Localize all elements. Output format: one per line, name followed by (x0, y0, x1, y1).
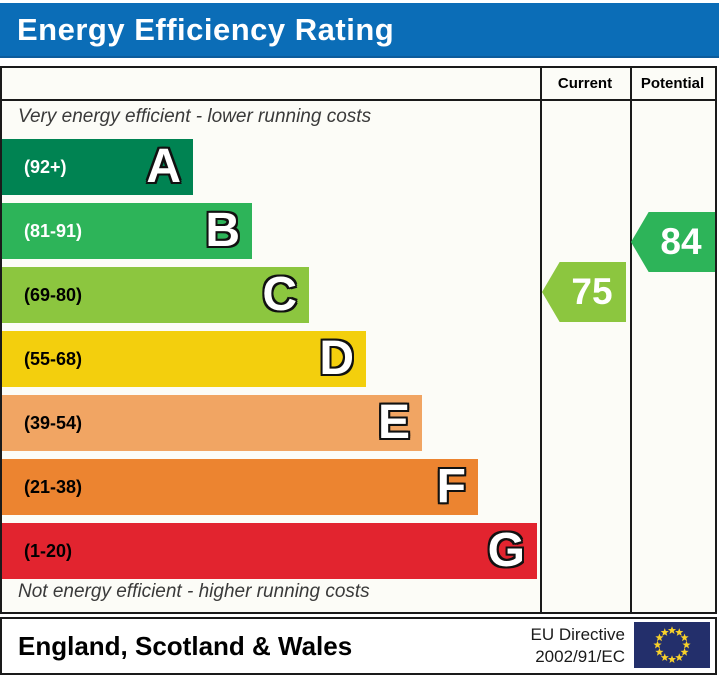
column-divider-current (540, 68, 542, 612)
top-note: Very energy efficient - lower running co… (18, 106, 372, 127)
current-rating-arrow: 75 (542, 262, 626, 322)
footer: England, Scotland & Wales EU Directive 2… (0, 617, 717, 675)
band-letter-g: G (487, 524, 525, 577)
column-header-current: Current (557, 75, 613, 92)
band-bar-a: (92+) A (2, 139, 193, 195)
column-header-potential: Potential (640, 75, 705, 92)
band-letter-c: C (262, 268, 297, 321)
band-bar-b: (81-91) B (2, 203, 252, 259)
band-letter-f: F (436, 460, 466, 513)
region-label: England, Scotland & Wales (18, 630, 353, 661)
eu-flag-icon (634, 622, 710, 668)
band-bar-c: (69-80) C (2, 267, 309, 323)
bottom-note: Not energy efficient - higher running co… (18, 581, 370, 602)
title-bar: Energy Efficiency Rating (0, 3, 719, 58)
column-divider-potential (630, 68, 632, 612)
band-bar-d: (55-68) D (2, 331, 366, 387)
band-range-f: (21-38) (24, 476, 83, 497)
eu-directive-line1: EU Directive (530, 624, 625, 644)
header-divider (2, 99, 715, 101)
band-range-d: (55-68) (24, 348, 83, 369)
band-letter-d: D (319, 332, 354, 385)
band-letter-a: A (146, 140, 181, 193)
current-rating-value: 75 (571, 271, 613, 312)
band-range-b: (81-91) (24, 220, 83, 241)
band-letter-e: E (377, 396, 410, 449)
eu-directive-text: EU Directive 2002/91/EC (531, 624, 625, 668)
eu-directive-line2: 2002/91/EC (535, 647, 625, 666)
band-bar-g: (1-20) G (2, 523, 537, 579)
band-range-e: (39-54) (24, 412, 83, 433)
potential-rating-arrow: 84 (631, 212, 715, 272)
energy-rating-chart: Current Potential Very energy efficient … (0, 66, 717, 614)
band-range-a: (92+) (24, 156, 67, 177)
band-letter-b: B (205, 204, 240, 257)
band-bar-e: (39-54) E (2, 395, 422, 451)
page-title: Energy Efficiency Rating (17, 11, 395, 47)
band-range-c: (69-80) (24, 284, 83, 305)
potential-rating-value: 84 (660, 221, 702, 262)
band-range-g: (1-20) (24, 540, 73, 561)
band-bar-f: (21-38) F (2, 459, 478, 515)
